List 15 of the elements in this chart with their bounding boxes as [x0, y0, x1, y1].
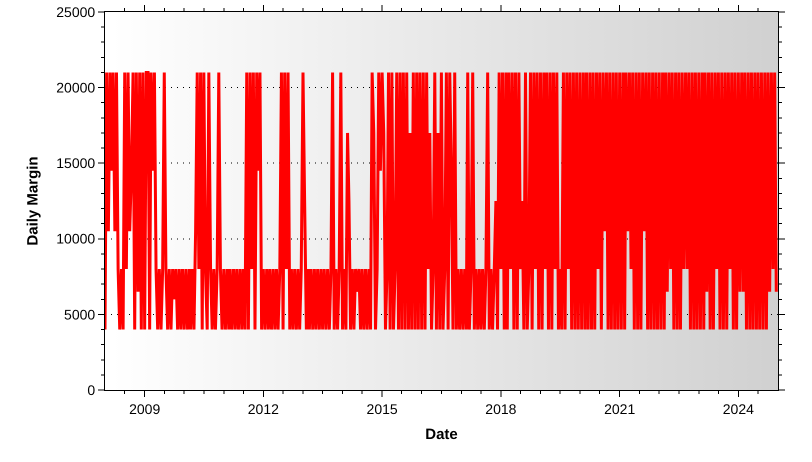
- y-tick-label: 10000: [56, 230, 96, 247]
- y-axis-title: Daily Margin: [24, 156, 42, 246]
- x-tick-label: 2018: [485, 400, 517, 417]
- y-tick-label: 20000: [56, 80, 96, 96]
- x-tick-label: 2015: [366, 400, 398, 417]
- x-axis-title: Date: [425, 426, 458, 443]
- x-tick-label: 2024: [722, 400, 754, 417]
- y-tick-label: 5000: [64, 306, 96, 322]
- x-tick-label: 2009: [129, 400, 160, 417]
- x-tick-label: 2021: [604, 400, 636, 417]
- x-tick-label: 2012: [248, 400, 280, 417]
- line-series: [105, 70, 778, 332]
- y-tick-label: 15000: [56, 155, 96, 172]
- y-tick-label: 0: [87, 382, 96, 398]
- y-tick-label: 25000: [56, 4, 96, 20]
